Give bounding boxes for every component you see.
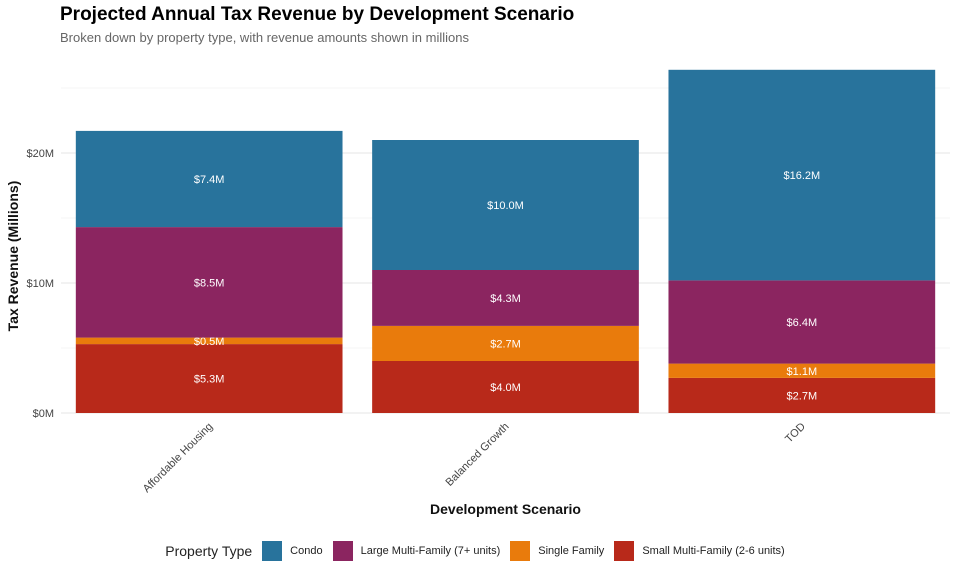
x-axis-title: Development Scenario: [430, 501, 581, 517]
y-tick-label: $0M: [33, 408, 54, 420]
legend-label: Small Multi-Family (2-6 units): [642, 545, 785, 557]
legend-label: Condo: [290, 545, 323, 557]
data-label: $4.3M: [490, 293, 521, 305]
legend-item: Small Multi-Family (2-6 units): [614, 541, 785, 561]
legend-label: Large Multi-Family (7+ units): [360, 545, 501, 557]
y-tick-label: $20M: [26, 148, 54, 160]
bar-segment: [75, 227, 343, 338]
legend-label: Single Family: [538, 545, 605, 557]
bar-segment: [668, 69, 936, 281]
data-label: $8.5M: [194, 277, 225, 289]
y-tick-label: $10M: [26, 278, 54, 290]
bar-segment: [372, 361, 639, 413]
x-tick-label: Affordable Housing: [141, 421, 216, 496]
data-label: $5.3M: [194, 374, 225, 386]
legend-swatch: [262, 541, 283, 561]
data-label: $2.7M: [787, 390, 818, 402]
bar-segment: [668, 280, 936, 364]
chart-subtitle: Broken down by property type, with reven…: [60, 30, 469, 45]
bar-segment: [372, 270, 639, 326]
y-axis-title: Tax Revenue (Millions): [5, 181, 21, 332]
data-label: $10.0M: [487, 200, 524, 212]
legend-item: Large Multi-Family (7+ units): [332, 541, 501, 561]
legend-swatch: [614, 541, 635, 561]
bar-segment: [75, 337, 343, 345]
bar-segment: [75, 344, 343, 413]
bar-segment: [372, 140, 639, 270]
legend-swatch: [332, 541, 353, 561]
legend-title: Property Type: [165, 543, 253, 559]
data-label: $0.5M: [194, 336, 225, 348]
legend-swatch: [510, 541, 531, 561]
data-label: $1.1M: [787, 366, 818, 378]
x-tick-label: TOD: [783, 421, 808, 446]
bar-segment: [372, 325, 639, 361]
data-label: $2.7M: [490, 338, 521, 350]
x-tick-label: Balanced Growth: [443, 421, 511, 489]
legend: Property Type Condo Large Multi-Family (7…: [0, 538, 960, 564]
bar-segment: [668, 363, 936, 378]
legend-item: Condo: [262, 541, 323, 561]
legend-item: Single Family: [510, 541, 604, 561]
data-label: $4.0M: [490, 382, 521, 394]
chart-title: Projected Annual Tax Revenue by Developm…: [60, 4, 575, 25]
data-label: $6.4M: [787, 317, 818, 329]
bar-segment: [75, 130, 343, 228]
data-label: $16.2M: [783, 170, 820, 182]
bar-segment: [668, 377, 936, 413]
data-label: $7.4M: [194, 174, 225, 186]
